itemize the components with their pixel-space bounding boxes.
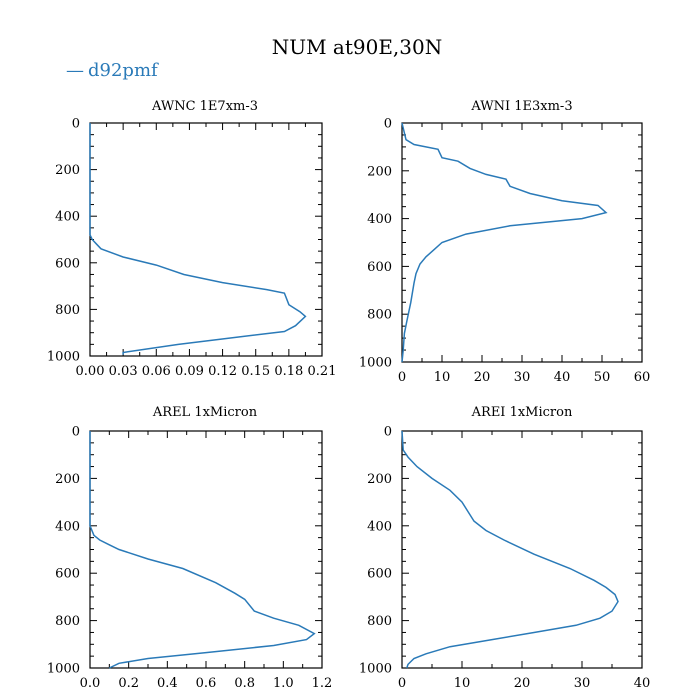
panel-title: AWNC 1E7xm-3 (151, 99, 258, 114)
x-tick-label: 0.0 (80, 676, 101, 691)
x-tick-label: 0.18 (274, 364, 303, 379)
y-tick-label: 400 (55, 519, 80, 534)
plot-frame (89, 122, 323, 357)
y-tick-label: 1000 (359, 662, 392, 677)
panel-title: AREI 1xMicron (471, 405, 573, 420)
x-tick-label: 0.8 (234, 676, 255, 691)
x-tick-label: 0.09 (175, 364, 204, 379)
x-tick-label: 1.2 (312, 676, 333, 691)
x-tick-label: 60 (634, 370, 651, 385)
x-tick-label: 20 (514, 676, 531, 691)
y-tick-label: 1000 (47, 662, 80, 677)
y-tick-label: 0 (72, 117, 80, 132)
x-tick-label: 10 (434, 370, 451, 385)
x-tick-label: 50 (594, 370, 611, 385)
y-tick-label: 1000 (359, 356, 392, 371)
legend-label: d92pmf (88, 60, 159, 81)
x-tick-label: 0.12 (208, 364, 237, 379)
y-tick-label: 0 (384, 117, 392, 132)
x-tick-label: 0.4 (157, 676, 178, 691)
x-tick-label: 20 (474, 370, 491, 385)
x-tick-label: 0.6 (196, 676, 217, 691)
series-line-d92pmf (401, 430, 619, 669)
x-tick-label: 40 (554, 370, 571, 385)
series-line-d92pmf (89, 123, 307, 355)
y-tick-label: 200 (55, 472, 80, 487)
x-tick-label: 10 (454, 676, 471, 691)
legend-marker: — (66, 60, 84, 81)
plot-frame (401, 122, 643, 363)
chart-panel-awni: AWNI 1E3xm-3 0 200 400 600 800 1000 0 10 20 30 40 5… (359, 99, 650, 385)
series-line-d92pmf (89, 431, 316, 669)
x-tick-label: 0.06 (142, 364, 171, 379)
figure-title: NUM at90E,30N (272, 35, 443, 59)
y-tick-label: 600 (367, 260, 392, 275)
x-tick-label: 0.00 (76, 364, 105, 379)
x-tick-label: 30 (574, 676, 591, 691)
plot-frame (89, 430, 323, 669)
x-tick-label: 0.03 (109, 364, 138, 379)
y-tick-label: 600 (367, 567, 392, 582)
x-tick-label: 0.2 (118, 676, 139, 691)
x-tick-label: 1.0 (273, 676, 294, 691)
x-tick-label: 30 (514, 370, 531, 385)
y-tick-label: 200 (367, 164, 392, 179)
series-line-d92pmf (401, 122, 608, 363)
y-tick-label: 600 (55, 256, 80, 271)
x-tick-label: 0 (398, 370, 406, 385)
y-tick-label: 800 (367, 614, 392, 629)
y-tick-label: 200 (367, 472, 392, 487)
y-tick-label: 800 (367, 308, 392, 323)
panel-title: AWNI 1E3xm-3 (470, 99, 572, 114)
x-tick-label: 40 (634, 676, 651, 691)
y-tick-label: 400 (55, 210, 80, 225)
y-tick-label: 400 (367, 519, 392, 534)
plot-frame (401, 430, 643, 669)
y-tick-label: 800 (55, 614, 80, 629)
x-tick-label: 0.21 (308, 364, 337, 379)
panel-title: AREL 1xMicron (152, 405, 258, 420)
y-tick-label: 200 (55, 163, 80, 178)
y-tick-label: 0 (384, 425, 392, 440)
x-tick-label: 0.15 (241, 364, 270, 379)
y-tick-label: 600 (55, 567, 80, 582)
x-tick-label: 0 (398, 676, 406, 691)
y-tick-label: 0 (72, 425, 80, 440)
chart-panel-arei: AREI 1xMicron 0 200 400 600 800 1000 0 10 20 30 40 (359, 405, 650, 691)
y-tick-label: 400 (367, 212, 392, 227)
legend: — d92pmf (66, 60, 159, 81)
y-tick-label: 800 (55, 303, 80, 318)
y-tick-label: 1000 (47, 350, 80, 365)
